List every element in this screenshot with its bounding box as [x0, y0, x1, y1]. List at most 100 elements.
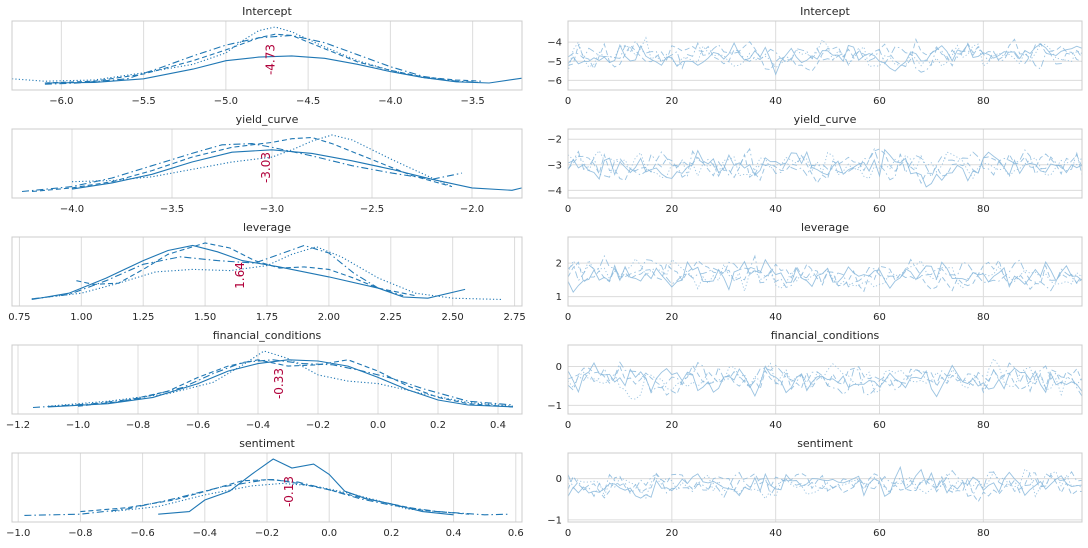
panel-title: leverage: [243, 221, 291, 234]
x-tick-label: 20: [665, 96, 678, 107]
density-line-chain-2: [24, 478, 510, 516]
x-tick-label: 2.00: [318, 312, 340, 323]
x-tick-label: 40: [769, 420, 782, 431]
y-tick-label: −5: [547, 57, 562, 68]
trace-line-chain-0: [567, 148, 1083, 188]
x-tick-label: 0: [565, 96, 571, 107]
axes-frame: [567, 344, 1083, 415]
trace-line-chain-1: [567, 258, 1083, 293]
x-tick-label: −2.0: [460, 204, 484, 215]
density-line-chain-0: [31, 244, 466, 301]
trace-line-chain-1: [567, 148, 1083, 185]
x-tick-label: 40: [769, 312, 782, 323]
trace-panel-Intercept: Intercept 0 20 40 60 80 −4 −5 −6: [547, 5, 1083, 107]
y-tick-label: 2: [556, 259, 562, 270]
density-line-chain-2: [21, 143, 463, 193]
axes-frame: [567, 236, 1083, 307]
x-tick-label: −0.6: [186, 420, 210, 431]
panel-title: Intercept: [800, 5, 850, 18]
x-tick-label: 40: [769, 96, 782, 107]
x-tick-label: −3.5: [460, 96, 484, 107]
y-tick-label: 1: [556, 292, 562, 303]
x-tick-label: −3.0: [260, 204, 284, 215]
density-panel-yield-curve: yield_curve −4.0 −3.5 −3.0 −2.5 −2.0 -3.03: [11, 113, 523, 215]
density-line-chain-2: [31, 244, 404, 300]
x-tick-label: 60: [873, 420, 886, 431]
x-tick-label: 80: [977, 96, 990, 107]
x-tick-label: −4.5: [296, 96, 320, 107]
x-tick-label: 0.6: [508, 528, 524, 539]
panel-title: sentiment: [797, 437, 853, 450]
x-tick-label: 80: [977, 528, 990, 539]
density-line-chain-3: [31, 246, 503, 301]
density-line-chain-1: [77, 359, 514, 408]
x-tick-label: −5.0: [214, 96, 238, 107]
x-tick-label: −1.0: [6, 528, 30, 539]
panel-title: yield_curve: [794, 113, 857, 126]
panel-title: leverage: [801, 221, 849, 234]
x-tick-label: 0.0: [321, 528, 337, 539]
density-panel-financial-conditions: financial_conditions −1.2 −1.0 −0.8 −0.6 −0.4…: [6, 329, 523, 431]
density-line-chain-2: [44, 34, 481, 85]
x-tick-label: 1.00: [70, 312, 92, 323]
x-tick-label: 60: [873, 204, 886, 215]
trace-line-chain-1: [567, 472, 1083, 503]
x-tick-label: 1.50: [194, 312, 216, 323]
trace-panel-leverage: leverage 0 20 40 60 80 2 1: [556, 221, 1083, 323]
x-tick-label: −3.5: [160, 204, 184, 215]
x-tick-label: 1.25: [132, 312, 154, 323]
x-tick-label: 2.25: [380, 312, 402, 323]
x-tick-label: −1.2: [6, 420, 30, 431]
x-tick-label: −5.5: [131, 96, 155, 107]
density-line-chain-0: [44, 55, 523, 84]
mean-annotation: -0.13: [282, 476, 296, 507]
x-tick-label: 60: [873, 312, 886, 323]
mean-annotation: 1.64: [233, 262, 247, 289]
trace-line-chain-0: [567, 41, 1083, 76]
trace-line-chain-1: [567, 364, 1083, 396]
density-line-chain-3: [47, 350, 514, 407]
x-tick-label: 40: [769, 204, 782, 215]
density-panel-leverage: leverage 0.75 1.00 1.25 1.50 1.75 2.00 2.25 2.50…: [8, 221, 525, 323]
x-tick-label: 20: [665, 420, 678, 431]
x-tick-label: −2.5: [360, 204, 384, 215]
x-tick-label: 20: [665, 528, 678, 539]
y-tick-label: −4: [547, 186, 562, 197]
panel-title: Intercept: [242, 5, 292, 18]
x-tick-label: 0.0: [370, 420, 386, 431]
x-tick-label: 0: [565, 420, 571, 431]
density-panel-sentiment: sentiment −1.0 −0.8 −0.6 −0.4 −0.2 0.0 0.2 0.4 0.…: [6, 437, 524, 539]
y-tick-label: 0: [556, 362, 562, 373]
trace-line-chain-0: [567, 362, 1083, 398]
x-tick-label: −0.4: [193, 528, 217, 539]
trace-line-chain-2: [567, 254, 1083, 292]
y-tick-label: −6: [547, 76, 562, 87]
x-tick-label: 0.2: [430, 420, 446, 431]
panel-title: sentiment: [239, 437, 295, 450]
x-tick-label: −0.4: [246, 420, 270, 431]
x-tick-label: 0.4: [446, 528, 462, 539]
mean-annotation: -3.03: [259, 152, 273, 183]
axes-frame: [11, 20, 523, 91]
axes-frame: [567, 452, 1083, 523]
x-tick-label: −4.0: [378, 96, 402, 107]
x-tick-label: −0.2: [306, 420, 330, 431]
x-tick-label: 20: [665, 204, 678, 215]
y-tick-label: −1: [547, 515, 562, 526]
x-tick-label: 0: [565, 204, 571, 215]
density-panel-Intercept: Intercept −6.0 −5.5 −5.0 −4.5 −4.0 −3.5 -4.73: [11, 5, 523, 107]
trace-line-chain-3: [567, 258, 1083, 293]
x-tick-label: 60: [873, 528, 886, 539]
x-tick-label: −4.0: [60, 204, 84, 215]
y-tick-label: 0: [556, 474, 562, 485]
trace-panel-yield-curve: yield_curve 0 20 40 60 80 −2 −3 −4: [547, 113, 1083, 215]
axes-frame: [11, 236, 523, 307]
panel-title: financial_conditions: [213, 329, 322, 342]
trace-line-chain-3: [567, 357, 1083, 400]
x-tick-label: 0.75: [8, 312, 30, 323]
axes-frame: [11, 128, 523, 199]
x-tick-label: 1.75: [256, 312, 278, 323]
